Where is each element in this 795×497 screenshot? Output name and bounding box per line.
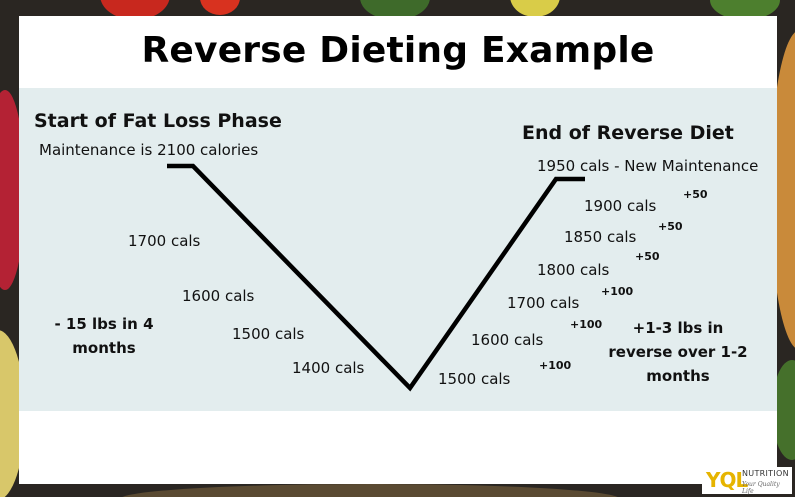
logo-main-text: YQL <box>706 468 748 492</box>
up-step-change: +100 <box>539 359 572 372</box>
calorie-path <box>167 163 585 392</box>
logo-tagline: Your Quality Life <box>742 481 780 495</box>
veg-bottom <box>120 484 620 497</box>
diagram-panel <box>19 88 777 411</box>
end-heading: End of Reverse Diet <box>522 122 734 144</box>
up-step-change: +50 <box>658 220 683 233</box>
brand-logo: YQL NUTRITION Your Quality Life <box>702 467 792 495</box>
up-step-label: 1800 cals <box>537 261 610 279</box>
up-step-label: 1700 cals <box>507 294 580 312</box>
leaf-right <box>772 360 795 460</box>
start-heading: Start of Fat Loss Phase <box>34 110 282 132</box>
up-step-change: +50 <box>635 250 660 263</box>
reverse-gain-note: +1-3 lbs in reverse over 1-2 months <box>608 319 748 385</box>
page-title: Reverse Dieting Example <box>141 30 655 71</box>
calorie-v-line <box>167 163 585 392</box>
pepper-top <box>100 0 170 20</box>
down-step-label: 1600 cals <box>182 287 255 305</box>
up-step-change: +50 <box>683 188 708 201</box>
up-step-label: 1500 cals <box>438 370 511 388</box>
end-subheading: 1950 cals - New Maintenance <box>537 157 759 175</box>
pepper-top-2 <box>200 0 240 15</box>
up-step-label: 1600 cals <box>471 331 544 349</box>
down-step-label: 1400 cals <box>292 359 365 377</box>
up-step-change: +100 <box>570 318 603 331</box>
down-step-label: 1500 cals <box>232 325 305 343</box>
leaf-top <box>360 0 430 20</box>
logo-sub-text: NUTRITION <box>742 469 789 478</box>
down-step-label: 1700 cals <box>128 232 201 250</box>
fat-loss-note: - 15 lbs in 4 months <box>54 315 154 357</box>
diagram-card: Reverse Dieting Example Start of Fat Los… <box>19 16 777 484</box>
lemon-top <box>510 0 560 17</box>
start-subheading: Maintenance is 2100 calories <box>39 141 259 159</box>
up-step-label: 1850 cals <box>564 228 637 246</box>
leaf-top-right <box>710 0 780 20</box>
up-step-change: +100 <box>601 285 634 298</box>
up-step-label: 1900 cals <box>584 197 657 215</box>
